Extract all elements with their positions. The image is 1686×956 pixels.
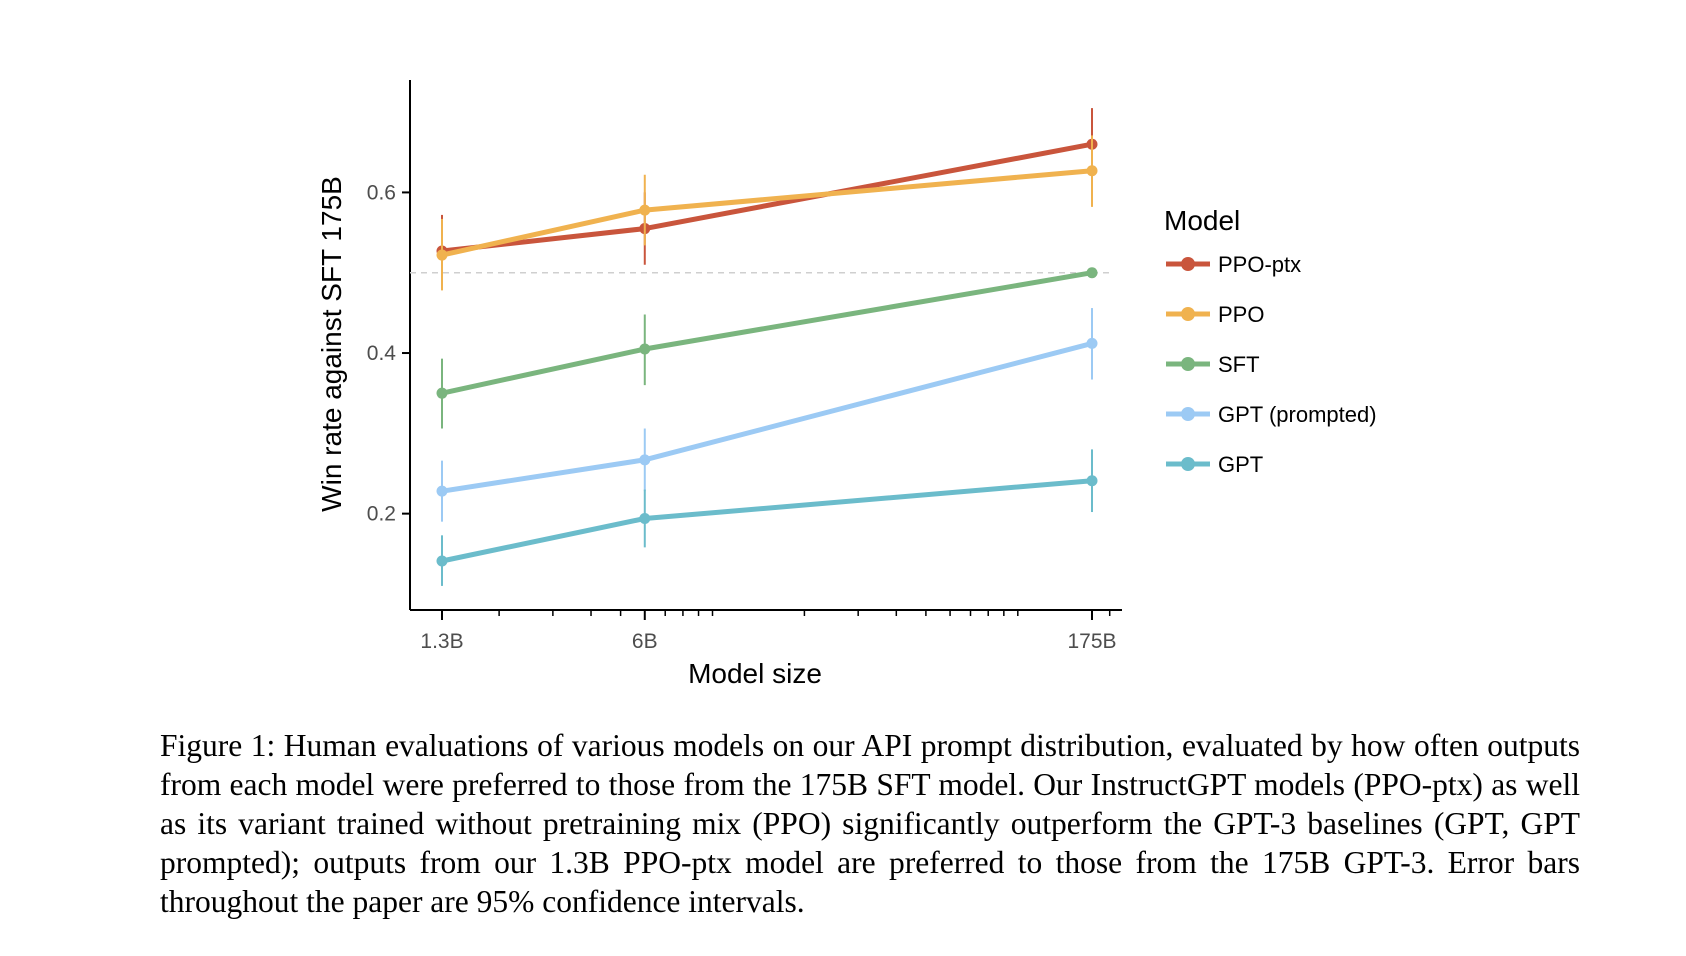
legend-key-point — [1181, 457, 1195, 471]
x-tick-label: 175B — [1067, 630, 1116, 653]
legend-label: SFT — [1218, 352, 1260, 377]
legend-label: GPT (prompted) — [1218, 402, 1377, 427]
series-line — [439, 478, 1095, 564]
figure-caption: Figure 1: Human evaluations of various m… — [160, 728, 1580, 919]
series-sft — [436, 267, 1098, 429]
data-point — [436, 387, 448, 399]
data-point — [639, 454, 651, 466]
series-gpt-prompted — [436, 308, 1098, 522]
legend: PPO-ptx PPO SFT GPT (prompted) GPT — [1166, 252, 1377, 477]
y-tick-label: 0.4 — [367, 342, 397, 365]
legend-key-point — [1181, 257, 1195, 271]
win-rate-chart: 0.2 0.4 0.6 1.3B 6B 175B Win rate against SFT… — [316, 80, 1377, 689]
legend-label: GPT — [1218, 452, 1263, 477]
data-point — [1086, 337, 1098, 349]
legend-label: PPO-ptx — [1218, 252, 1301, 277]
data-point — [639, 204, 651, 216]
x-axis-title: Model size — [688, 658, 822, 689]
y-tick-label: 0.2 — [367, 503, 396, 526]
data-point — [1086, 165, 1098, 177]
data-point — [436, 249, 448, 261]
series-gpt — [436, 449, 1098, 586]
data-point — [436, 555, 448, 567]
y-axis-title: Win rate against SFT 175B — [316, 176, 347, 512]
legend-title: Model — [1164, 205, 1240, 236]
data-point — [639, 512, 651, 524]
x-tick-label: 6B — [632, 630, 658, 653]
y-tick-label: 0.6 — [367, 181, 396, 204]
data-point — [1086, 267, 1098, 279]
data-point — [436, 485, 448, 497]
x-tick-label: 1.3B — [420, 630, 463, 653]
series-line — [439, 270, 1095, 396]
data-point — [1086, 475, 1098, 487]
plot-area: 0.2 0.4 0.6 1.3B 6B 175B — [367, 80, 1122, 653]
series-line — [439, 340, 1095, 494]
series-ppo — [436, 135, 1098, 291]
legend-key-point — [1181, 307, 1195, 321]
legend-key-point — [1181, 407, 1195, 421]
data-point — [639, 343, 651, 355]
legend-label: PPO — [1218, 302, 1264, 327]
legend-key-point — [1181, 357, 1195, 371]
